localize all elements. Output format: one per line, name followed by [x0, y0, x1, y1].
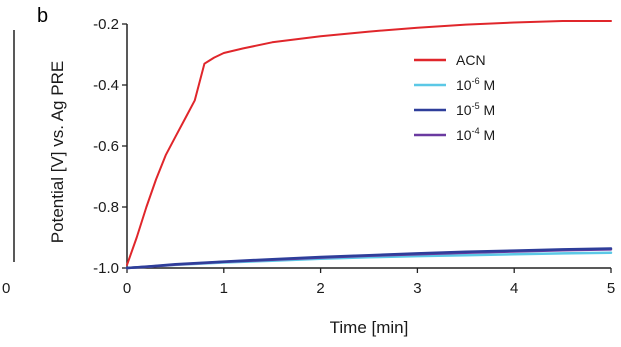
- legend-label: ACN: [456, 52, 486, 68]
- legend-label: 10-5 M: [456, 101, 495, 118]
- y-axis-title-group: Potential [V] vs. Ag PRE: [48, 61, 67, 243]
- x-tick-label: 4: [510, 280, 518, 297]
- legend-label: 10-6 M: [456, 76, 495, 93]
- x-tick-label: 2: [316, 280, 324, 297]
- x-tick-label: 3: [413, 280, 421, 297]
- series-line: [125, 248, 613, 270]
- x-axis-title: Time [min]: [330, 318, 409, 337]
- series-line: [125, 247, 613, 270]
- panel-label: b: [37, 5, 48, 27]
- y-tick-label: -1.0: [93, 260, 119, 277]
- y-tick-label: -0.6: [93, 138, 119, 155]
- x-tick-label: 0: [123, 280, 131, 297]
- neighbor-panel-tick-label: 0: [2, 280, 10, 297]
- y-tick-label: -0.2: [93, 16, 119, 33]
- y-tick-label: -0.4: [93, 77, 119, 94]
- series-layer: [125, 20, 613, 270]
- legend-label: 10-4 M: [456, 126, 495, 143]
- y-axis-title: Potential [V] vs. Ag PRE: [48, 61, 67, 243]
- x-tick-label: 1: [220, 280, 228, 297]
- axes: -1.0 -0.8 -0.6 -0.4 -0.2 0 1 2 3 4 5: [93, 16, 615, 297]
- y-tick-label: -0.8: [93, 199, 119, 216]
- series-line: [126, 20, 612, 266]
- x-tick-label: 5: [607, 280, 615, 297]
- legend: ACN 10-6 M 10-5 M 10-4 M: [414, 52, 495, 143]
